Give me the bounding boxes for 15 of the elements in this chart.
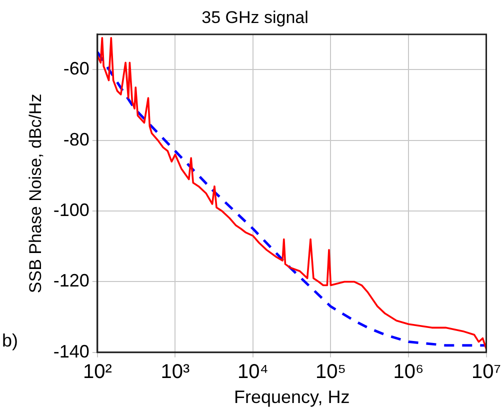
x-tick-label: 10⁴ <box>238 360 268 383</box>
y-axis-title: SSB Phase Noise, dBc/Hz <box>26 94 45 294</box>
x-axis-title: Frequency, Hz <box>234 387 350 408</box>
y-tick-label: -140 <box>53 341 90 362</box>
x-tick-label: 10⁶ <box>393 360 424 383</box>
y-tick-label: -60 <box>63 58 90 79</box>
x-tick-label: 10⁷ <box>472 360 501 383</box>
chart-title: 35 GHz signal <box>202 8 308 27</box>
x-tick-label: 10³ <box>160 360 190 383</box>
x-tick-label: 10² <box>82 360 112 383</box>
text: b) <box>2 330 18 350</box>
y-tick-label: -80 <box>63 129 90 150</box>
y-tick-label: -100 <box>53 200 90 220</box>
x-tick-label: 10⁵ <box>315 360 346 383</box>
y-tick-label: -120 <box>53 270 90 291</box>
